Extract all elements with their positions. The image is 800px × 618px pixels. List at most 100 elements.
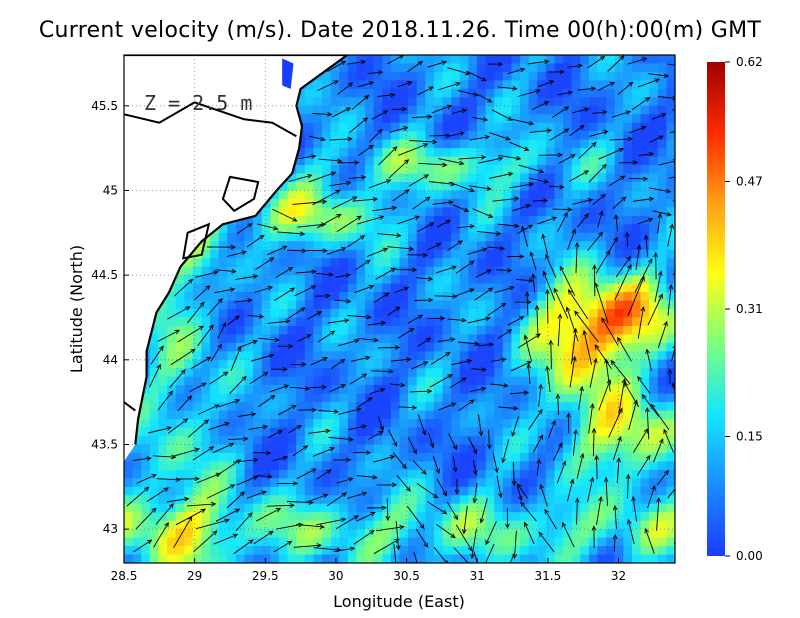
velocity-arrow	[415, 276, 434, 282]
velocity-arrow	[589, 130, 609, 137]
velocity-arrow	[549, 128, 570, 141]
depth-label: Z = 2.5 m	[144, 91, 252, 115]
velocity-arrow	[266, 245, 288, 256]
velocity-arrow	[601, 317, 619, 347]
velocity-arrow	[591, 525, 597, 548]
velocity-arrow	[577, 212, 589, 228]
velocity-arrow	[472, 460, 478, 476]
velocity-arrow	[498, 155, 522, 161]
velocity-arrow	[347, 314, 372, 320]
velocity-arrow	[479, 498, 488, 524]
velocity-arrow	[378, 146, 398, 166]
velocity-arrow	[215, 508, 241, 522]
velocity-arrow	[438, 402, 457, 411]
velocity-arrow	[454, 479, 460, 495]
velocity-arrow	[356, 474, 378, 480]
velocity-arrow	[569, 124, 585, 137]
velocity-arrow	[553, 287, 569, 319]
velocity-arrow	[226, 250, 247, 257]
velocity-arrow	[458, 399, 475, 411]
velocity-arrow	[471, 367, 487, 372]
velocity-arrow	[667, 368, 673, 384]
velocity-arrow	[371, 369, 394, 374]
velocity-arrow	[337, 338, 360, 347]
velocity-arrow	[229, 375, 247, 395]
velocity-arrow	[308, 428, 331, 434]
velocity-arrow	[295, 269, 317, 275]
velocity-arrow	[426, 501, 448, 515]
velocity-arrow	[238, 411, 257, 417]
velocity-arrow	[292, 199, 328, 205]
velocity-arrow	[511, 118, 535, 126]
colorbar-ticks: 0.62 0.47 0.31 0.15 0.00	[725, 55, 763, 563]
velocity-arrow	[653, 438, 664, 463]
velocity-arrow	[667, 223, 674, 247]
velocity-arrow	[545, 253, 557, 278]
velocity-arrow	[391, 106, 408, 112]
y-axis-label: Latitude (North)	[67, 245, 86, 373]
velocity-arrow	[457, 341, 480, 347]
velocity-arrow	[650, 403, 670, 430]
velocity-arrow	[447, 317, 467, 323]
velocity-arrow	[505, 507, 510, 529]
velocity-arrow	[307, 248, 328, 254]
velocity-arrow	[267, 319, 291, 324]
velocity-arrow	[396, 475, 411, 492]
velocity-arrow	[331, 107, 352, 118]
velocity-arrow	[428, 432, 435, 449]
velocity-arrow	[448, 181, 475, 193]
velocity-arrow	[288, 173, 313, 182]
velocity-arrow	[592, 264, 597, 297]
velocity-arrow	[592, 109, 608, 115]
velocity-arrow	[355, 259, 371, 271]
velocity-arrow	[417, 414, 427, 436]
velocity-arrow	[678, 224, 701, 233]
velocity-arrow	[358, 397, 373, 408]
velocity-arrow	[377, 416, 384, 432]
velocity-arrow	[447, 240, 463, 251]
velocity-arrow	[170, 348, 196, 366]
velocity-arrow	[195, 270, 219, 278]
velocity-arrow	[632, 196, 655, 202]
velocity-arrow	[539, 483, 548, 507]
velocity-arrow	[314, 293, 331, 299]
velocity-arrow	[393, 543, 397, 563]
velocity-arrow	[434, 294, 458, 299]
velocity-arrow	[156, 477, 181, 482]
velocity-arrow	[437, 219, 452, 228]
velocity-arrow	[389, 382, 406, 388]
velocity-arrow	[544, 508, 557, 530]
velocity-arrow	[634, 258, 653, 293]
velocity-arrow	[397, 328, 415, 339]
velocity-arrow	[569, 355, 577, 388]
velocity-arrow	[509, 390, 530, 396]
velocity-arrow	[612, 196, 627, 210]
velocity-arrow	[489, 132, 511, 141]
velocity-arrow	[587, 231, 604, 251]
velocity-arrow	[297, 334, 312, 342]
velocity-arrow	[446, 501, 459, 521]
velocity-arrow	[235, 512, 253, 532]
velocity-arrow	[478, 414, 484, 437]
velocity-arrow	[603, 476, 609, 506]
velocity-arrow	[612, 504, 618, 529]
velocity-arrow	[472, 208, 494, 218]
velocity-arrow	[398, 405, 418, 410]
velocity-arrow	[336, 215, 362, 232]
velocity-arrow	[643, 234, 649, 257]
velocity-arrow	[657, 320, 668, 349]
velocity-arrow	[448, 433, 457, 451]
velocity-arrow	[385, 498, 391, 522]
velocity-arrow	[307, 311, 323, 320]
velocity-arrow	[534, 304, 540, 339]
velocity-arrow	[308, 171, 337, 183]
velocity-arrow	[338, 160, 360, 165]
velocity-arrow	[511, 361, 532, 372]
velocity-arrow	[498, 405, 519, 411]
velocity-arrow	[520, 501, 537, 522]
velocity-arrow	[597, 82, 616, 91]
velocity-arrow	[312, 189, 341, 206]
velocity-arrow	[565, 306, 579, 342]
velocity-arrow	[377, 345, 401, 350]
velocity-arrow	[335, 273, 352, 278]
